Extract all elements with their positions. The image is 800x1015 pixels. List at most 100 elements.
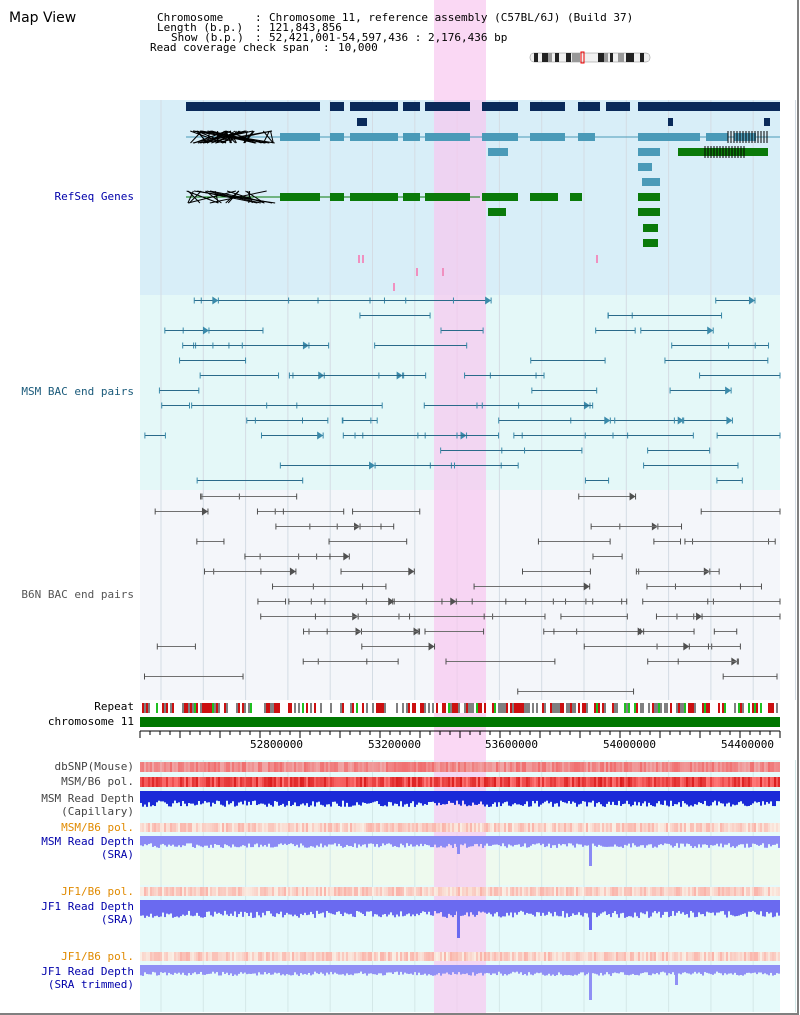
pol-heat (614, 952, 616, 961)
repeat-element (456, 703, 458, 713)
pol-heat (298, 952, 300, 961)
pol-heat (264, 887, 266, 896)
pol-heat (606, 887, 608, 896)
repeat-element (250, 703, 252, 713)
msm-capillary-depth (564, 791, 566, 803)
msm-capillary-depth (226, 791, 228, 801)
msm-capillary-depth (404, 791, 406, 805)
dbsnp-heat (634, 762, 636, 772)
dbsnp-heat (724, 762, 726, 772)
msm-sra-depth (768, 836, 770, 845)
repeat-element (470, 703, 472, 713)
jf1-sra-depth (334, 900, 336, 915)
pol-heat (476, 777, 478, 787)
pol-heat (174, 952, 176, 961)
jf1-sra-depth (630, 900, 632, 917)
jf1-sra-depth (540, 900, 542, 916)
pol-heat (554, 887, 556, 896)
pol-heat (714, 823, 716, 832)
dbsnp-heat (434, 762, 436, 772)
ideogram-band (626, 53, 634, 62)
pol-heat (672, 823, 674, 832)
repeat-element (302, 703, 304, 713)
pol-heat (490, 952, 492, 961)
msm-capillary-depth (456, 791, 458, 801)
msm-capillary-depth (578, 791, 580, 805)
msm-sra-depth (158, 836, 160, 848)
pol-heat (470, 777, 472, 787)
msm-capillary-depth (542, 791, 544, 804)
jf1-sra-depth (496, 900, 498, 913)
pol-heat (272, 777, 274, 787)
jf1-trimmed-depth (424, 965, 426, 974)
pol-heat (456, 777, 458, 787)
pol-heat (216, 952, 218, 961)
repeat-element (754, 703, 756, 713)
jf1-sra-depth (608, 900, 610, 915)
dbsnp-heat (596, 762, 598, 772)
pol-heat (732, 952, 734, 961)
pol-heat (768, 777, 770, 787)
repeat-element (294, 703, 296, 713)
jf1-trimmed-depth (412, 965, 414, 975)
msm-sra-depth (226, 836, 228, 846)
repeat-element (468, 703, 470, 713)
msm-sra-depth (644, 836, 646, 848)
pol-heat (220, 823, 222, 832)
pol-heat (244, 777, 246, 787)
dbsnp-heat (148, 762, 150, 772)
pol-heat (442, 952, 444, 961)
repeat-element (232, 703, 234, 713)
pol-heat (418, 777, 420, 787)
repeat-element (370, 703, 372, 713)
jf1-sra-depth (204, 900, 206, 917)
repeat-element (760, 703, 762, 713)
dbsnp-heat (604, 762, 606, 772)
dbsnp-heat (382, 762, 384, 772)
dbsnp-heat (686, 762, 688, 772)
jf1-trimmed-depth (656, 965, 658, 973)
gene-teal (482, 133, 518, 141)
pol-heat (630, 777, 632, 787)
repeat-element (338, 703, 340, 713)
msm-sra-depth (248, 836, 250, 844)
msm-capillary-depth (622, 791, 624, 805)
repeat-element (666, 703, 668, 713)
pol-heat (638, 887, 640, 896)
pol-heat (674, 823, 676, 832)
msm-capillary-depth (450, 791, 452, 803)
pol-heat (462, 887, 464, 896)
pol-heat (264, 823, 266, 832)
msm-sra-depth (616, 836, 618, 847)
pol-heat (688, 887, 690, 896)
pol-heat (562, 823, 564, 832)
msm-sra-depth (168, 836, 170, 845)
pol-heat (316, 887, 318, 896)
msm-capillary-depth (422, 791, 424, 806)
msm-capillary-depth (240, 791, 242, 802)
pol-heat (530, 952, 532, 961)
msm-sra-depth (682, 836, 684, 844)
pol-heat (428, 887, 430, 896)
pol-heat (470, 952, 472, 961)
pol-heat (146, 777, 148, 787)
pol-heat (658, 823, 660, 832)
jf1-trimmed-depth (474, 965, 476, 976)
repeat-element (692, 703, 694, 713)
msm-sra-depth (290, 836, 292, 844)
jf1-trimmed-depth (332, 965, 334, 975)
pol-heat (340, 887, 342, 896)
pol-heat (608, 887, 610, 896)
pol-heat (216, 823, 218, 832)
msm-capillary-depth (764, 791, 766, 805)
dbsnp-heat (366, 762, 368, 772)
msm-sra-depth (328, 836, 330, 845)
dbsnp-heat (550, 762, 552, 772)
jf1-trimmed-depth (704, 965, 706, 973)
msm-sra-depth (204, 836, 206, 846)
msm-sra-depth (466, 836, 468, 848)
msm-capillary-depth (508, 791, 510, 806)
msm-sra-depth (696, 836, 698, 848)
dbsnp-heat (446, 762, 448, 772)
